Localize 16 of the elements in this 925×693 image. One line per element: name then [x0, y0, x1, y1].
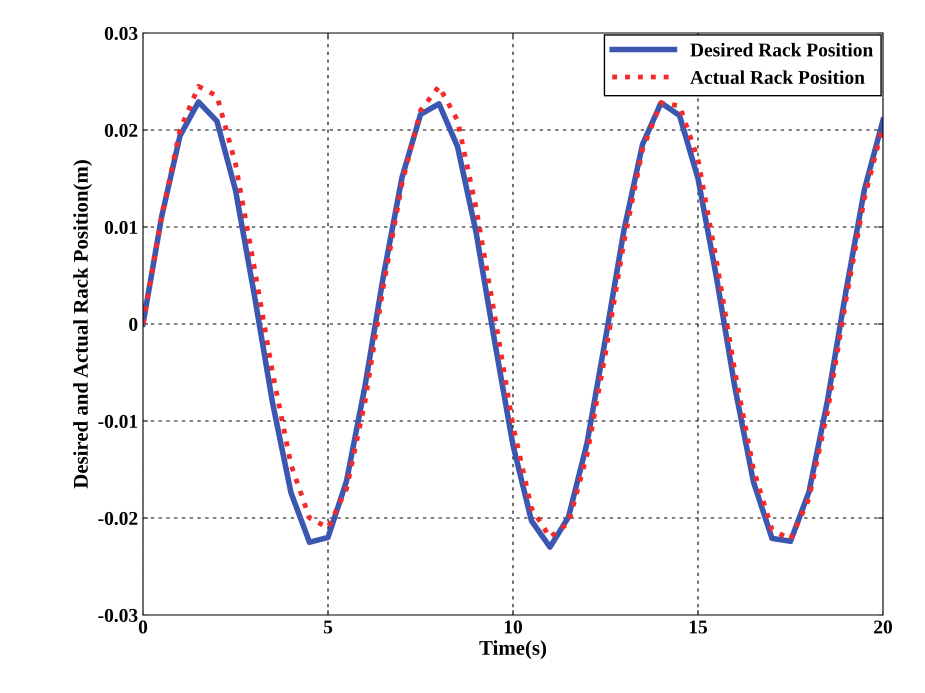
y-tick-label: 0.02 [104, 124, 138, 138]
x-tick-label: 5 [324, 620, 332, 634]
legend-label: Actual Rack Position [690, 70, 865, 84]
y-tick-label: -0.01 [98, 414, 138, 428]
x-tick-label: 10 [504, 620, 522, 634]
x-axis-title: Time(s) [479, 640, 546, 660]
x-tick-label: 0 [138, 620, 148, 634]
y-tick-label: 0.01 [104, 220, 138, 234]
y-tick-label: 0.03 [104, 26, 138, 40]
x-tick-label: 20 [874, 620, 892, 634]
x-tick-label: 15 [690, 620, 708, 634]
legend-label: Desired Rack Position [690, 42, 873, 57]
y-tick-label: 0 [129, 318, 138, 331]
y-tick-label: -0.02 [98, 512, 138, 526]
y-axis-title: Desired and Actual Rack Position(m) [73, 160, 92, 488]
y-tick-label: -0.03 [98, 608, 138, 622]
